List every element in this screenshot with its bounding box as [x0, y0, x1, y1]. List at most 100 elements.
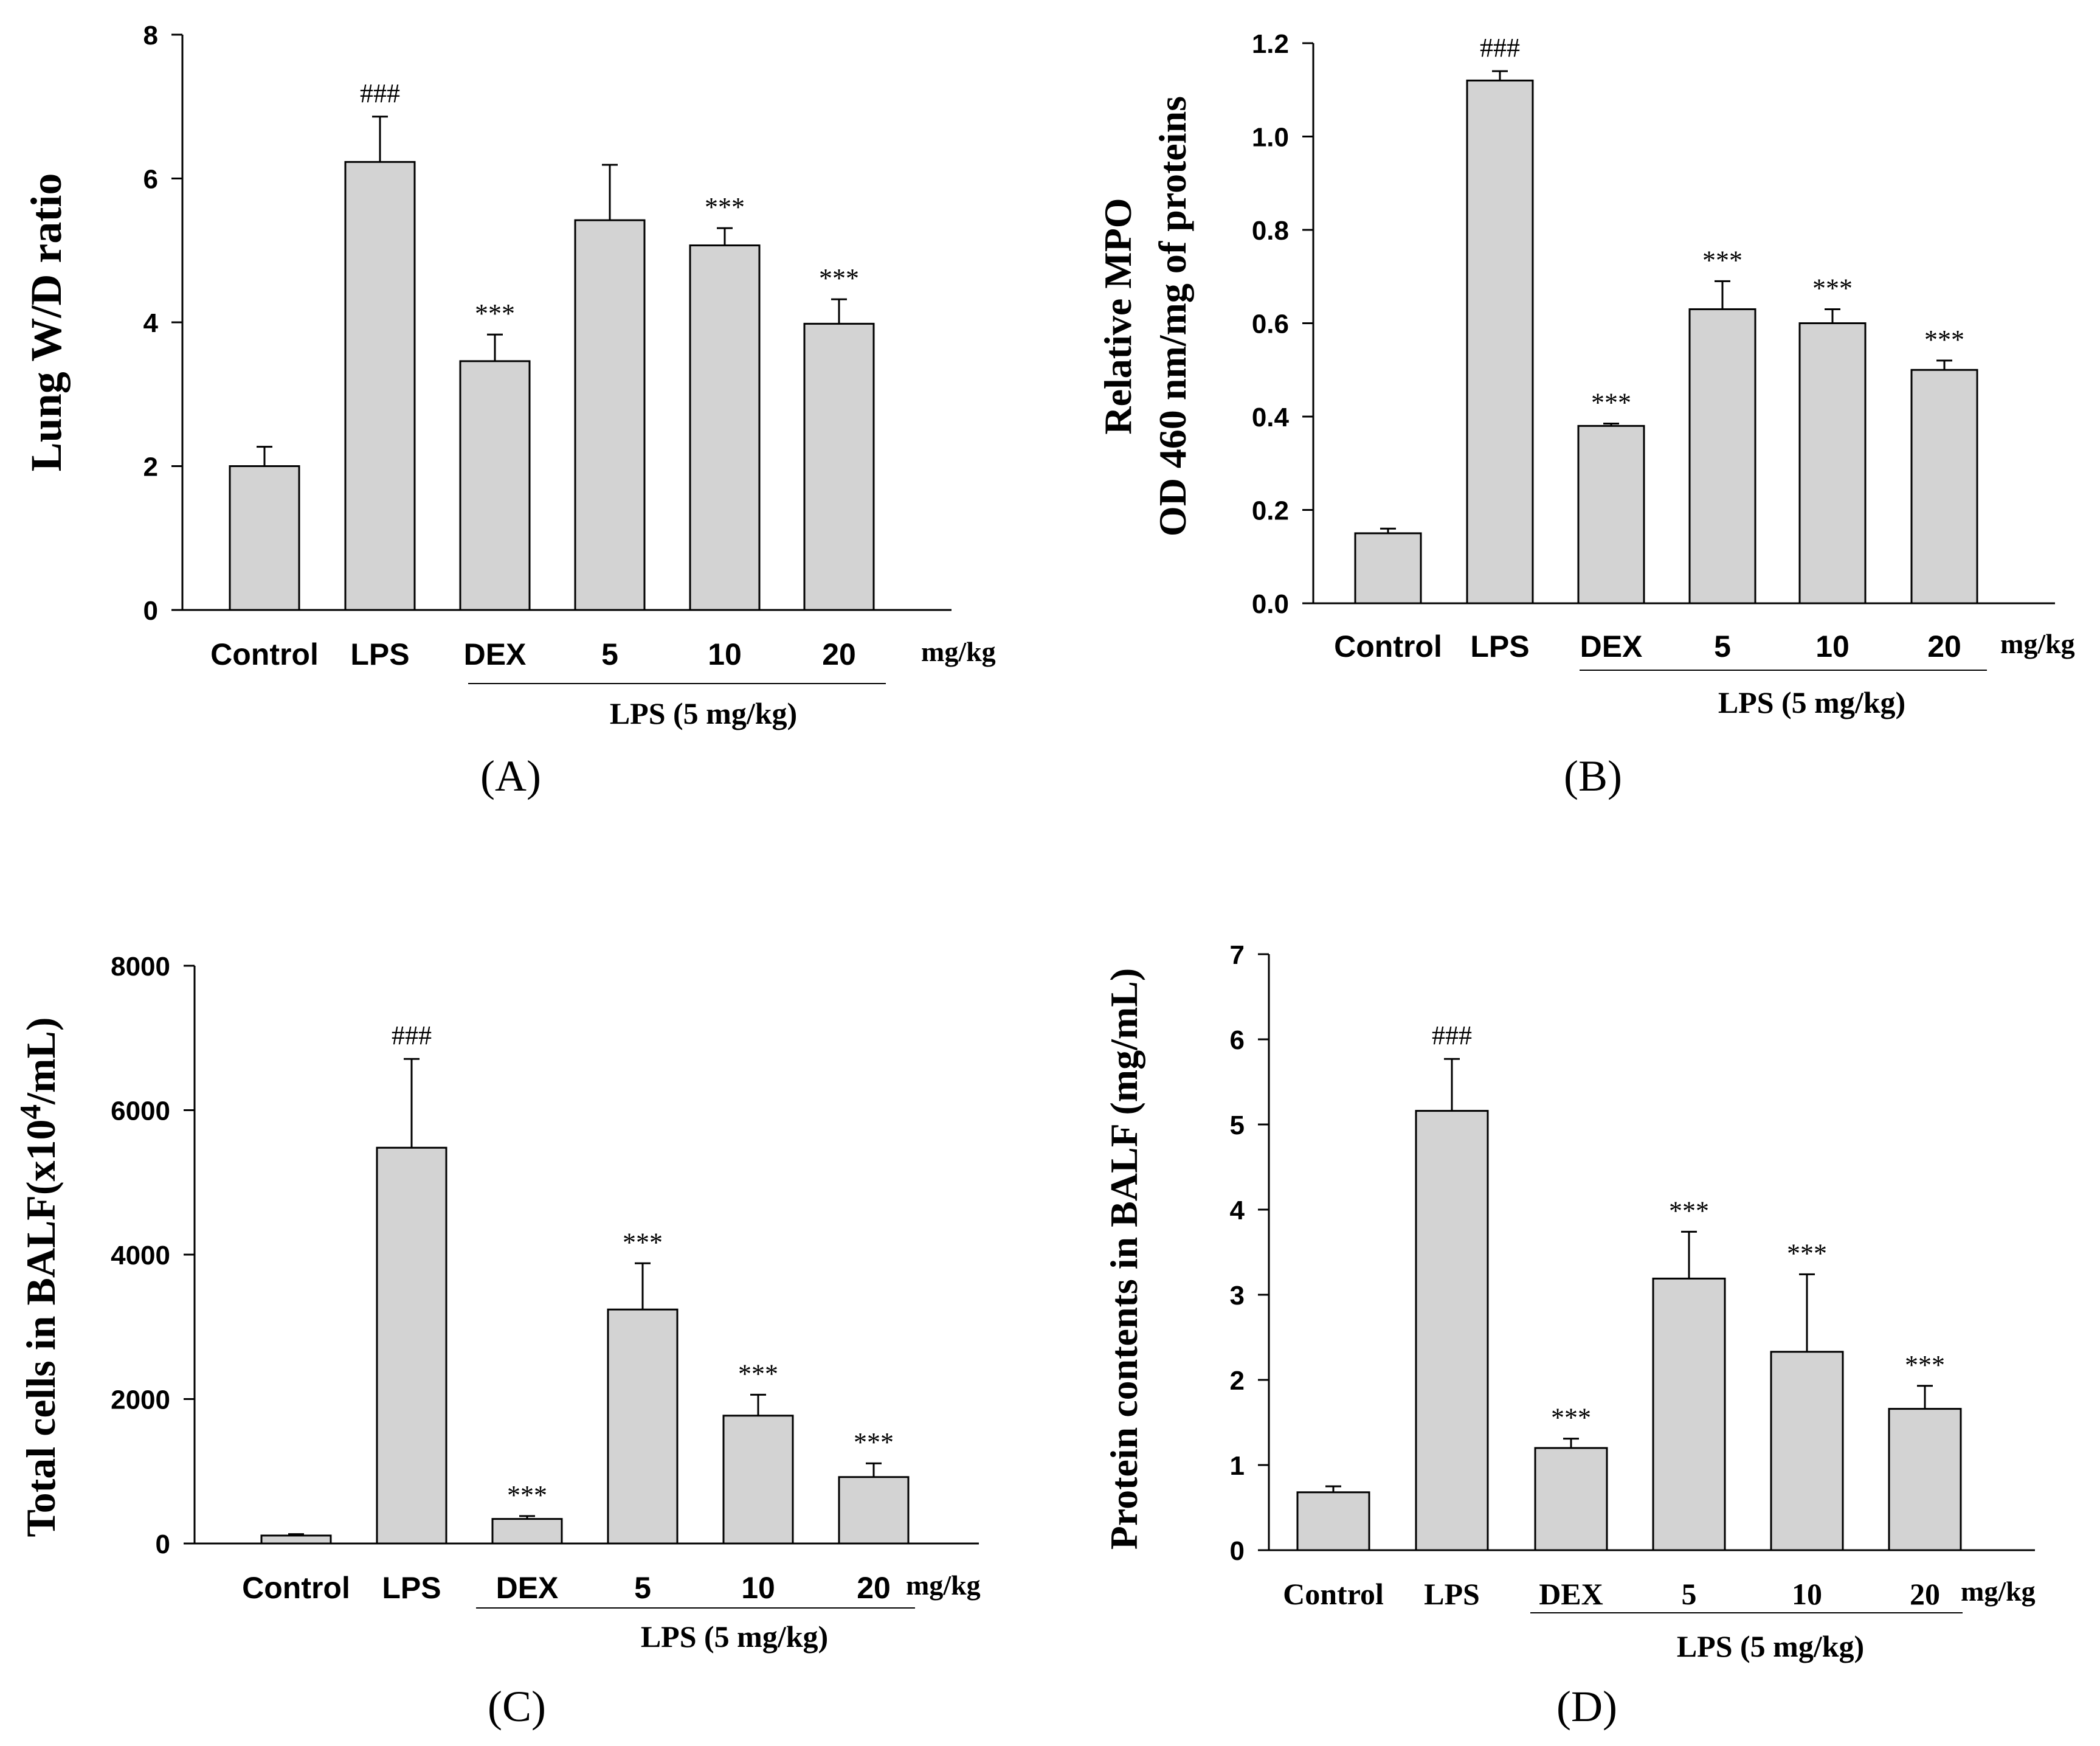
x-tick-label: DEX	[496, 1571, 559, 1605]
y-tick-label: 2	[1230, 1366, 1245, 1396]
bar	[459, 360, 531, 611]
x-tick-label: LPS	[1424, 1577, 1480, 1611]
significance-label: ***	[1905, 1350, 1945, 1380]
bar	[574, 219, 646, 611]
y-tick-label: 2	[143, 452, 158, 482]
bar	[1652, 1277, 1726, 1551]
y-tick-label: 4	[1230, 1196, 1245, 1225]
x-tick-label: DEX	[464, 637, 527, 671]
y-axis-label-sup: 4	[13, 1104, 47, 1119]
panel-b: 0.0 0.2 0.4 0.6 0.8 1.0 1.2 Control ### LPS *** DEX…	[1096, 29, 2075, 800]
x-tick-label: 10	[1792, 1577, 1822, 1611]
y-tick-label: 4000	[111, 1241, 170, 1270]
unit-label: mg/kg	[921, 636, 996, 667]
significance-label: ###	[392, 1020, 432, 1050]
bar	[722, 1415, 794, 1545]
y-tick-label: 6	[1230, 1025, 1245, 1055]
significance-label: ***	[1591, 388, 1631, 418]
significance-label: ***	[1702, 245, 1743, 275]
x-tick-label: Control	[1283, 1577, 1384, 1611]
y-tick-label: 8000	[111, 952, 170, 982]
bar	[1415, 1110, 1489, 1551]
y-tick-label: 8	[143, 21, 158, 50]
significance-label: ***	[705, 192, 745, 222]
y-tick-label: 0.4	[1252, 403, 1290, 432]
x-tick-label: LPS	[350, 637, 409, 671]
y-tick-label: 6000	[111, 1096, 170, 1126]
panel-label: (C)	[488, 1682, 546, 1731]
bar	[1534, 1447, 1608, 1551]
panel-d: 0 1 2 3 4 5 6 7 Control ### LPS *** DEX *** 5 *** 10 *** 2…	[1102, 940, 2036, 1731]
x-tick-label: DEX	[1539, 1577, 1603, 1611]
bar	[260, 1534, 332, 1545]
group-label: LPS (5 mg/kg)	[1677, 1629, 1864, 1663]
x-tick-label: 20	[857, 1571, 891, 1605]
x-tick-label: LPS	[1470, 629, 1529, 663]
y-tick-label: 1.2	[1252, 29, 1289, 59]
significance-label: ***	[623, 1227, 663, 1257]
x-tick-label: 5	[1714, 629, 1731, 663]
x-tick-label: DEX	[1580, 629, 1643, 663]
group-label: LPS (5 mg/kg)	[1718, 685, 1905, 719]
x-tick-label: 20	[822, 637, 856, 671]
significance-label: ***	[1812, 273, 1853, 303]
group-label: LPS (5 mg/kg)	[610, 696, 797, 730]
bar	[1577, 424, 1645, 605]
x-tick-label: 5	[634, 1571, 651, 1605]
y-tick-label: 0	[143, 596, 158, 626]
significance-label: ***	[819, 263, 859, 293]
y-tick-label: 5	[1230, 1110, 1245, 1140]
significance-label: ***	[475, 299, 515, 328]
significance-label: ###	[1432, 1020, 1472, 1050]
y-tick-label: 7	[1230, 940, 1245, 970]
y-axis-label: Total cells in BALF(x104/mL)	[13, 1017, 64, 1537]
panel-a: 0 2 4 6 8 Control ### LPS *** DEX 5 *** 10 *** 20 mg/kg…	[22, 21, 996, 800]
x-tick-label: LPS	[382, 1571, 441, 1605]
bar	[1296, 1491, 1370, 1551]
y-tick-label: 0	[1230, 1536, 1245, 1566]
bar	[1770, 1351, 1844, 1551]
group-label: LPS (5 mg/kg)	[641, 1620, 828, 1654]
significance-label: ***	[1924, 325, 1964, 355]
x-tick-label: 5	[601, 637, 618, 671]
bar	[1354, 532, 1422, 605]
bar	[689, 244, 761, 611]
significance-label: ***	[854, 1427, 894, 1457]
y-axis-label: Lung W/D ratio	[22, 173, 71, 472]
x-tick-label: Control	[1334, 629, 1442, 663]
y-axis-label-main: Total cells in BALF(x10	[18, 1120, 64, 1537]
unit-label: mg/kg	[1961, 1576, 2036, 1607]
bar	[1910, 369, 1978, 605]
x-tick-label: 20	[1927, 629, 1961, 663]
x-tick-label: Control	[242, 1571, 350, 1605]
bar	[1888, 1408, 1962, 1551]
y-tick-label: 4	[143, 308, 159, 338]
y-tick-label: 2000	[111, 1385, 170, 1415]
bar	[344, 161, 416, 611]
panel-label: (B)	[1564, 752, 1622, 800]
bar	[607, 1308, 679, 1545]
y-tick-label: 0.6	[1252, 309, 1289, 339]
x-tick-label: 10	[708, 637, 742, 671]
unit-label: mg/kg	[2000, 628, 2075, 659]
significance-label: ***	[738, 1359, 778, 1388]
bar	[491, 1518, 563, 1545]
y-tick-label: 6	[143, 164, 158, 194]
x-tick-label: 5	[1682, 1577, 1697, 1611]
panel-c: 0 2000 4000 6000 8000 Control ### LPS *** DEX *** 5…	[13, 952, 981, 1731]
y-axis-label: Protein contents in BALF (mg/mL)	[1102, 968, 1145, 1550]
x-tick-label: 20	[1910, 1577, 1940, 1611]
y-tick-label: 1	[1230, 1451, 1245, 1481]
bar	[1466, 79, 1534, 605]
significance-label: ***	[1551, 1403, 1591, 1433]
y-tick-label: 0.8	[1252, 216, 1289, 246]
bar	[376, 1146, 447, 1545]
significance-label: ###	[1480, 33, 1520, 63]
x-tick-label: 10	[1815, 629, 1850, 663]
panel-label: (D)	[1556, 1682, 1617, 1731]
y-tick-label: 0.2	[1252, 496, 1289, 525]
significance-label: ***	[1787, 1238, 1827, 1268]
y-tick-label: 0.0	[1252, 589, 1289, 619]
y-axis-label: Relative MPO	[1096, 198, 1139, 434]
